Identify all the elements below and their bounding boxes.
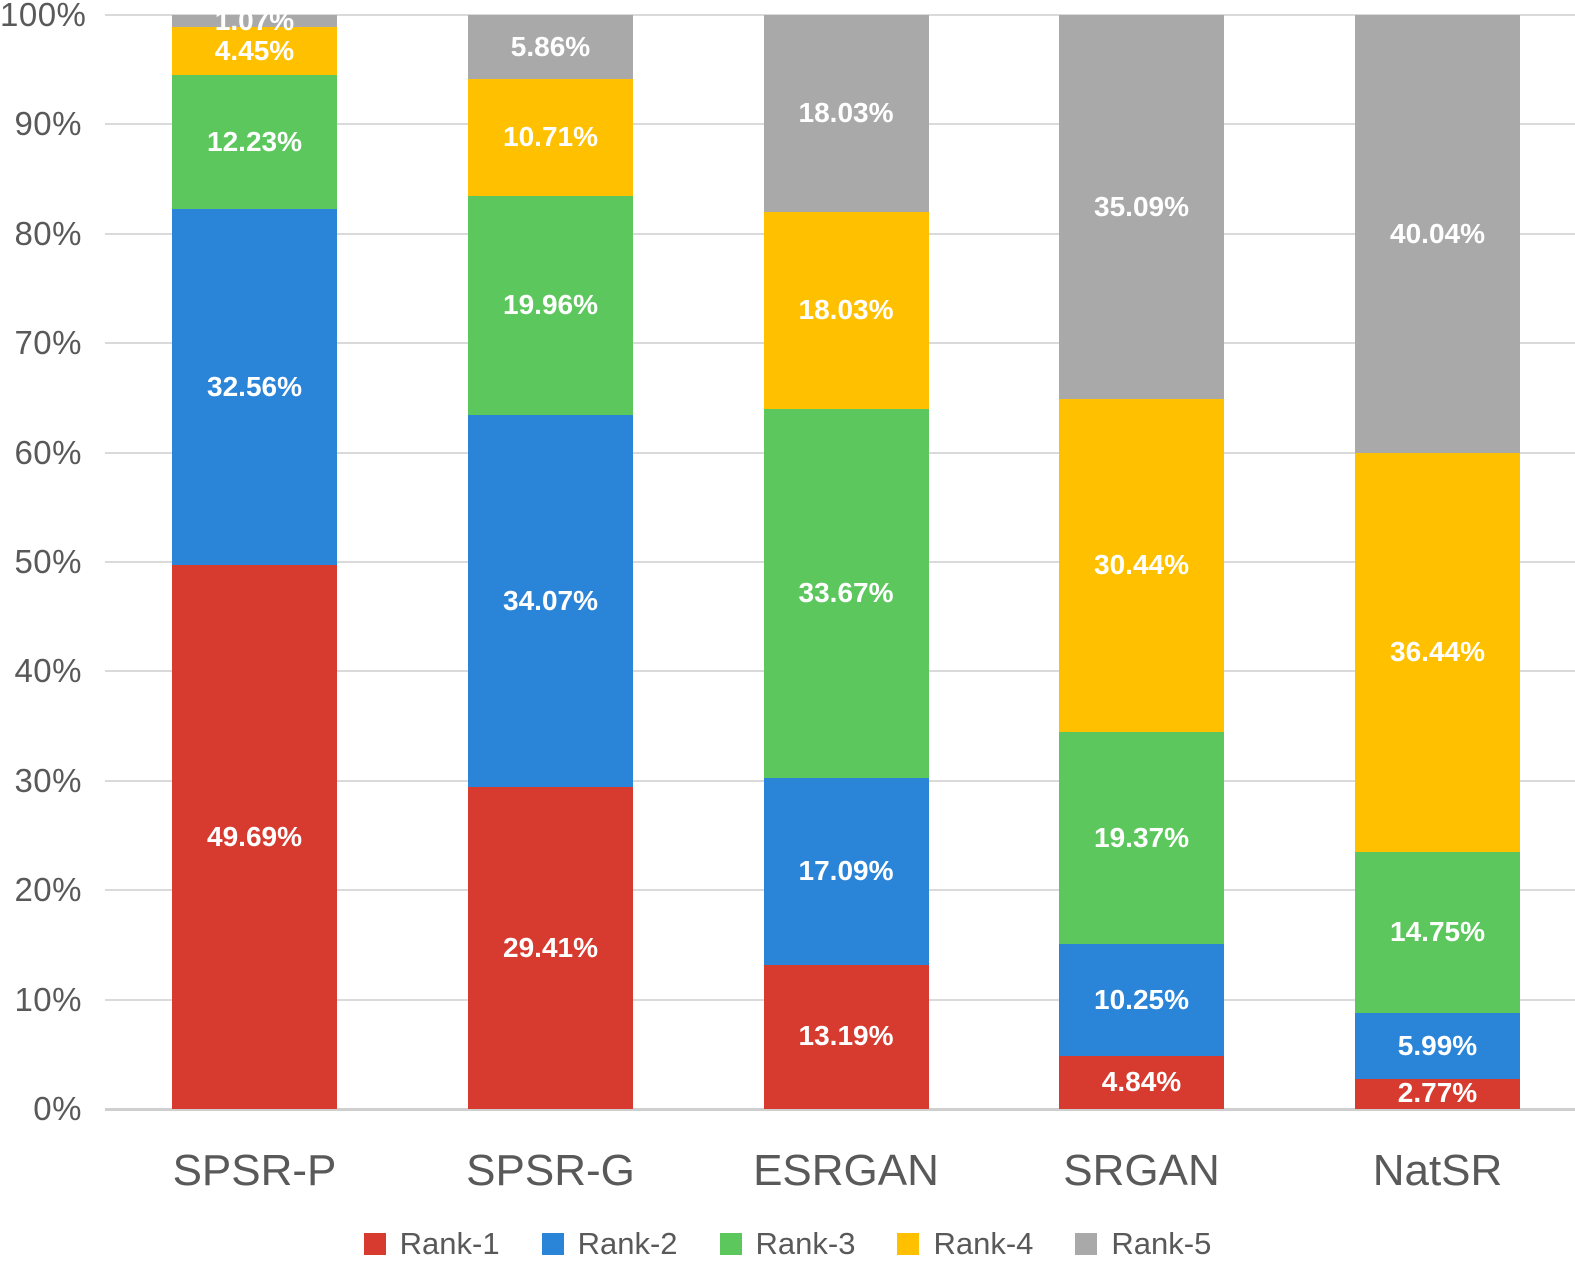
y-tick-label: 90% [14, 105, 82, 143]
data-label: 19.96% [503, 289, 598, 320]
segment-rank-1-natsr: 2.77% [1355, 1077, 1520, 1109]
segment-rank-5-natsr: 40.04% [1355, 15, 1520, 454]
x-category-label-spsr-g: SPSR-G [466, 1146, 635, 1195]
data-label: 19.37% [1094, 821, 1189, 853]
bar-spsr-g: 29.41% 34.07% 19.96% 10.71% 5.86% [468, 14, 633, 1109]
segment-rank-2-srgan: 10.25% [1059, 943, 1224, 1057]
segment-rank-3-esrgan: 33.67% [763, 409, 929, 778]
data-label: 10.71% [503, 121, 598, 153]
y-tick-label: 80% [14, 214, 82, 252]
segment-rank-5-esrgan: 18.03% [763, 15, 929, 213]
data-label: 34.07% [503, 584, 598, 616]
bar-spsr-p: 49.69% 32.56% 12.23% 4.45% 1.07% [172, 5, 337, 1109]
segment-rank-2-spsr-p: 32.56% [172, 209, 337, 566]
data-label: 40.04% [1390, 217, 1485, 249]
data-label: 36.44% [1390, 636, 1485, 668]
data-label: 14.75% [1390, 916, 1485, 948]
y-tick-label: 100% [0, 0, 87, 33]
gridline [105, 14, 1575, 16]
data-label: 4.84% [1101, 1066, 1182, 1098]
legend-label: Rank-1 [399, 1226, 500, 1261]
segment-rank-3-srgan: 19.37% [1059, 732, 1224, 944]
legend-item-rank-4: Rank-4 [897, 1226, 1033, 1262]
legend-marker-icon [541, 1233, 564, 1255]
segment-rank-2-esrgan: 17.09% [763, 777, 929, 965]
y-tick-label: 40% [14, 652, 82, 690]
segment-rank-5-srgan: 35.09% [1059, 15, 1224, 400]
data-label: 13.19% [798, 1020, 894, 1052]
bar-srgan: 4.84% 10.25% 19.37% 30.44% 35.09% [1059, 15, 1224, 1109]
bar-esrgan: 13.19% 17.09% 33.67% 18.03% 18.03% [763, 15, 929, 1109]
legend-item-rank-3: Rank-3 [719, 1226, 856, 1262]
y-tick-label: 70% [14, 324, 82, 362]
y-tick-label: 30% [14, 761, 82, 799]
data-label: 18.03% [798, 97, 894, 129]
legend-label: Rank-4 [933, 1226, 1034, 1261]
segment-rank-1-spsr-p: 49.69% [172, 565, 337, 1109]
data-label: 5.86% [510, 30, 591, 62]
data-label: 17.09% [798, 854, 894, 886]
data-label: 4.45% [214, 34, 295, 66]
segment-rank-2-spsr-g: 34.07% [468, 414, 633, 788]
data-label: 18.03% [798, 294, 894, 326]
segment-rank-4-spsr-p: 4.45% [172, 26, 337, 76]
segment-rank-3-spsr-p: 12.23% [172, 75, 337, 210]
segment-rank-4-srgan: 30.44% [1059, 399, 1224, 733]
x-category-label-esrgan: ESRGAN [753, 1146, 939, 1195]
segment-rank-3-natsr: 14.75% [1355, 851, 1520, 1014]
data-label: 5.99% [1397, 1029, 1478, 1061]
legend-marker-icon [363, 1233, 386, 1255]
legend-marker-icon [719, 1233, 742, 1255]
data-label: 33.67% [798, 577, 894, 609]
legend-label: Rank-5 [1111, 1226, 1212, 1261]
legend-item-rank-1: Rank-1 [363, 1226, 500, 1262]
data-label: 2.77% [1397, 1077, 1478, 1109]
segment-rank-4-spsr-g: 10.71% [468, 79, 633, 197]
legend-item-rank-5: Rank-5 [1075, 1226, 1211, 1262]
data-label: 10.25% [1094, 983, 1189, 1015]
data-label: 30.44% [1094, 549, 1189, 581]
data-label: 12.23% [207, 125, 302, 157]
segment-rank-4-natsr: 36.44% [1355, 453, 1520, 852]
x-category-label-spsr-p: SPSR-P [172, 1146, 337, 1195]
bar-natsr: 2.77% 5.99% 14.75% 36.44% 40.04% [1355, 15, 1520, 1109]
segment-rank-5-spsr-g: 5.86% [468, 14, 633, 80]
segment-rank-1-srgan: 4.84% [1059, 1056, 1224, 1109]
legend-marker-icon [897, 1233, 920, 1255]
y-tick-label: 60% [14, 433, 82, 471]
y-tick-label: 10% [14, 980, 82, 1018]
plot-area: 49.69% 32.56% 12.23% 4.45% 1.07% 29.41% 34.07%… [105, 5, 1575, 1111]
legend-label: Rank-2 [577, 1226, 678, 1261]
x-category-label-srgan: SRGAN [1063, 1146, 1220, 1195]
segment-rank-3-spsr-g: 19.96% [468, 196, 633, 415]
segment-rank-5-spsr-p: 1.07% [172, 5, 337, 35]
data-label: 32.56% [207, 370, 302, 402]
segment-rank-4-esrgan: 18.03% [763, 212, 929, 410]
segment-rank-2-natsr: 5.99% [1355, 1013, 1520, 1079]
segment-rank-1-spsr-g: 29.41% [468, 787, 633, 1109]
legend-item-rank-2: Rank-2 [541, 1226, 678, 1262]
x-axis-line [105, 1108, 1575, 1111]
y-tick-label: 50% [14, 543, 82, 580]
segment-rank-1-esrgan: 13.19% [763, 964, 929, 1109]
y-tick-label: 20% [14, 871, 82, 909]
data-label: 29.41% [503, 931, 598, 963]
data-label: 49.69% [207, 820, 302, 852]
data-label: 1.07% [214, 4, 295, 36]
x-category-label-natsr: NatSR [1372, 1146, 1503, 1195]
legend-label: Rank-3 [755, 1226, 856, 1261]
legend-marker-icon [1075, 1233, 1098, 1255]
y-tick-label: 0% [33, 1090, 82, 1127]
legend: Rank-1 Rank-2 Rank-3 Rank-4 Rank-5 [0, 1226, 1575, 1262]
data-label: 35.09% [1094, 190, 1189, 222]
